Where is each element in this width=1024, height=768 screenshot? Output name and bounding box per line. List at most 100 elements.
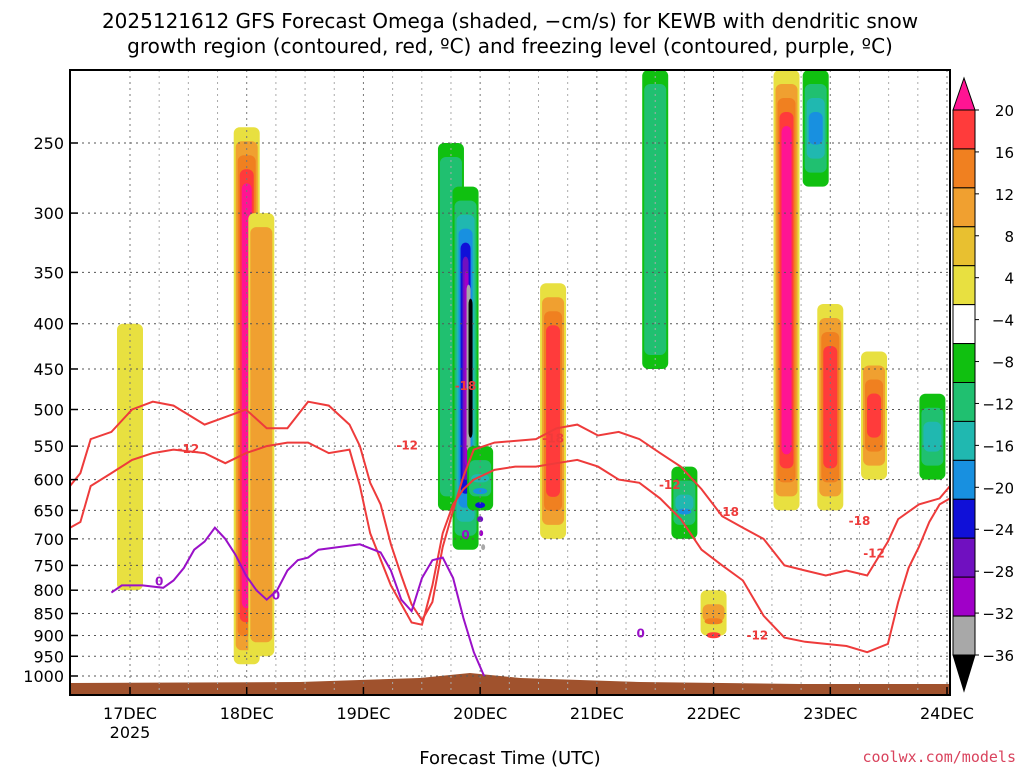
x-year-label: 2025 [110, 723, 151, 742]
y-tick-label: 950 [33, 647, 64, 666]
colorbar-label: −36 [982, 647, 1014, 665]
colorbar-label: −32 [982, 605, 1014, 623]
x-tick-label: 23DEC [803, 704, 857, 723]
x-axis-label: Forecast Time (UTC) [419, 748, 600, 768]
colorbar-label: 4 [1004, 270, 1014, 288]
omega-feature-7 [642, 70, 669, 369]
y-tick-label: 800 [33, 581, 64, 600]
omega-cell [546, 325, 561, 497]
contour-label: -12 [863, 547, 885, 561]
y-tick-label: 1000 [23, 667, 64, 686]
colorbar-swatch [952, 382, 976, 422]
credit-text: coolwx.com/models [862, 748, 1016, 766]
freezing-level-contour [110, 526, 486, 677]
chart-title-line1: 2025121612 GFS Forecast Omega (shaded, −… [102, 9, 918, 33]
x-tick-label: 24DEC [920, 704, 974, 723]
colorbar-label: 16 [995, 144, 1014, 162]
omega-feature-6 [540, 283, 567, 539]
colorbar-swatch [952, 459, 976, 500]
plot-frame [69, 69, 951, 696]
omega-cell [677, 508, 692, 515]
colorbar-label: −16 [982, 437, 1014, 455]
x-tick-label: 20DEC [453, 704, 507, 723]
contours: -18 -18 -18 -18 -12 -12 -12 -12 -12 0 0 0 0 [69, 379, 951, 677]
colorbar-swatch [952, 343, 976, 384]
colorbar-swatch [952, 576, 976, 617]
omega-cell [867, 393, 882, 438]
colorbar-swatch [952, 148, 976, 189]
omega-feature-9 [773, 70, 800, 511]
contour-label: 0 [155, 574, 163, 588]
colorbar-swatch [952, 420, 976, 461]
omega-cell [781, 126, 792, 455]
colorbar-label: −12 [982, 395, 1014, 413]
grid [70, 70, 950, 695]
y-axis: 250 300 350 400 450 500 550 600 650 700 750 800 850 9… [23, 134, 78, 686]
omega-cell [923, 421, 942, 452]
contour-label: -12 [659, 478, 681, 492]
contour-label: -18 [542, 432, 564, 446]
x-axis: 17DEC 18DEC 19DEC 20DEC 21DEC 22DEC 23DEC 24DEC… [103, 687, 974, 742]
colorbar-swatch [952, 537, 976, 578]
colorbar-label: 8 [1004, 228, 1014, 246]
y-tick-label: 550 [33, 437, 64, 456]
omega-cell [479, 530, 484, 537]
omega-feature-10 [802, 70, 829, 187]
omega-feature-2 [117, 323, 143, 591]
x-tick-label: 18DEC [220, 704, 274, 723]
omega-cell [481, 544, 486, 551]
omega-cell [702, 604, 725, 622]
colorbar-swatch [952, 498, 976, 539]
colorbar-swatch [952, 226, 976, 267]
omega-cell [117, 323, 143, 591]
contour-label: -12 [746, 629, 768, 643]
contour-label: -18 [717, 505, 739, 519]
y-tick-label: 700 [33, 530, 64, 549]
y-tick-label: 250 [33, 134, 64, 153]
contour-label: 0 [636, 627, 644, 641]
colorbar-label: −20 [982, 479, 1014, 497]
omega-feature-14 [919, 393, 946, 480]
contour-label: -18 [455, 379, 477, 393]
colorbar-swatch [952, 187, 976, 228]
colorbar-swatch [952, 265, 976, 306]
omega-feature-1 [248, 213, 275, 657]
contour-label: -12 [178, 442, 200, 456]
omega-feature-13 [700, 590, 727, 639]
y-tick-label: 600 [33, 471, 64, 490]
colorbar-label: −8 [992, 354, 1014, 372]
colorbar-swatch [952, 109, 976, 150]
omega-cell [468, 298, 473, 438]
x-tick-label: 19DEC [336, 704, 390, 723]
contour-label: -18 [849, 514, 871, 528]
y-tick-label: 850 [33, 605, 64, 624]
omega-cell [477, 516, 484, 523]
colorbar-swatch [952, 615, 976, 656]
colorbar-label: −24 [982, 521, 1014, 539]
colorbar-label: 12 [995, 186, 1014, 204]
colorbar-swatch [952, 304, 976, 345]
y-tick-label: 300 [33, 204, 64, 223]
colorbar-bottom-arrow [952, 654, 976, 693]
contour-label: 0 [461, 528, 469, 542]
y-tick-label: 650 [33, 501, 64, 520]
y-tick-label: 900 [33, 626, 64, 645]
colorbar: 20 16 12 8 4 −4 −8 −12 −16 −20 −24 −28 −32 −36 [952, 76, 1014, 693]
y-tick-label: 500 [33, 401, 64, 420]
x-tick-label: 22DEC [687, 704, 741, 723]
colorbar-top-arrow [952, 76, 976, 111]
contour-label: -12 [396, 439, 418, 453]
omega-cell [808, 112, 823, 145]
y-tick-label: 400 [33, 315, 64, 334]
terrain [70, 673, 950, 695]
y-tick-label: 750 [33, 556, 64, 575]
omega-cell [250, 227, 273, 643]
x-tick-label: 21DEC [570, 704, 624, 723]
omega-cell [644, 84, 667, 355]
x-tick-label: 17DEC [103, 704, 157, 723]
dgz-minus12-contour [69, 441, 951, 654]
omega-feature-12 [861, 351, 888, 480]
y-tick-label: 450 [33, 360, 64, 379]
contour-label: 0 [272, 589, 280, 603]
